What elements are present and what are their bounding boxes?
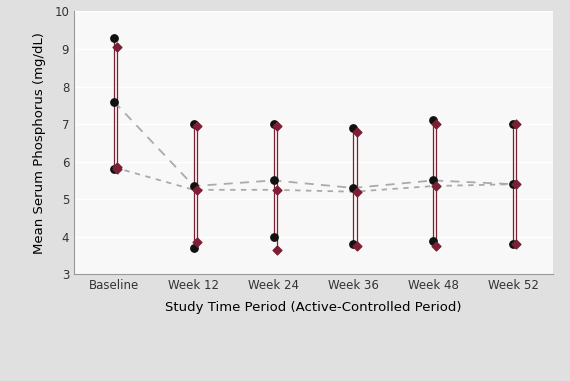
Point: [189, 183, 198, 189]
Point: [193, 187, 202, 193]
Point: [352, 189, 361, 195]
Point: [508, 241, 518, 247]
Point: [429, 237, 438, 243]
Point: [432, 183, 441, 189]
Point: [269, 234, 278, 240]
Point: [113, 44, 122, 50]
Point: [352, 243, 361, 249]
Point: [113, 166, 122, 172]
Point: [272, 247, 282, 253]
Point: [512, 241, 521, 247]
Point: [109, 166, 119, 172]
Point: [349, 241, 358, 247]
Point: [349, 125, 358, 131]
Point: [113, 164, 122, 170]
Point: [193, 239, 202, 245]
Point: [269, 121, 278, 127]
Point: [512, 121, 521, 127]
Point: [429, 178, 438, 184]
Point: [189, 121, 198, 127]
Point: [109, 35, 119, 41]
Point: [349, 185, 358, 191]
Point: [508, 181, 518, 187]
Y-axis label: Mean Serum Phosphorus (mg/dL): Mean Serum Phosphorus (mg/dL): [33, 32, 46, 254]
Point: [189, 245, 198, 251]
Point: [429, 117, 438, 123]
Point: [193, 123, 202, 129]
Point: [508, 121, 518, 127]
Point: [432, 121, 441, 127]
Point: [109, 99, 119, 105]
Point: [272, 187, 282, 193]
Point: [512, 181, 521, 187]
Point: [432, 243, 441, 249]
Point: [272, 123, 282, 129]
Point: [269, 178, 278, 184]
X-axis label: Study Time Period (Active-Controlled Period): Study Time Period (Active-Controlled Per…: [165, 301, 462, 314]
Point: [352, 128, 361, 134]
